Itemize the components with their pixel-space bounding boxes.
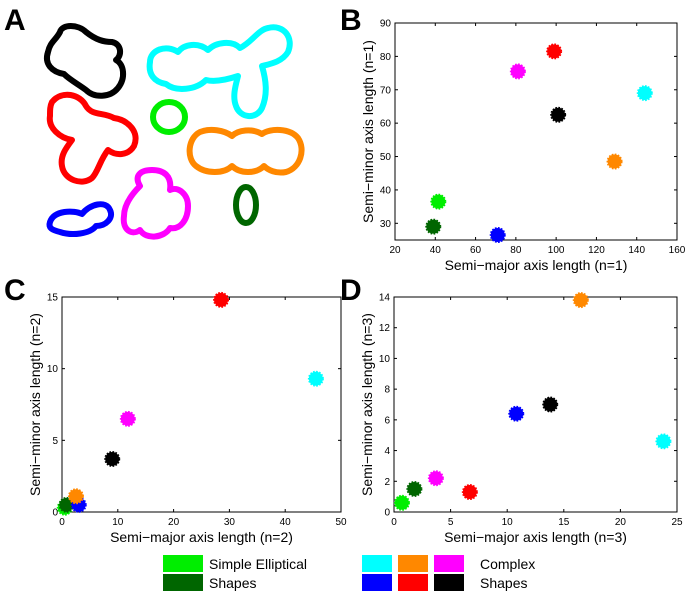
data-point-black	[542, 396, 559, 413]
x-tick-label: 140	[628, 245, 645, 256]
plot-frame	[393, 296, 678, 513]
scatter-panel-b: 20 40 60 80 100 120 140 160 30 40 50 60 70 80 90 Semi−m…	[360, 19, 685, 274]
data-point-dark-green	[406, 480, 423, 497]
y-tick-label: 14	[379, 293, 391, 304]
x-axis-label: Semi−major axis length (n=2)	[110, 529, 293, 545]
plot-frame	[61, 296, 342, 513]
x-tick-label: 10	[112, 517, 124, 528]
x-tick-label: 80	[510, 245, 522, 256]
legend-swatch-light-green	[163, 555, 203, 572]
data-point-magenta	[119, 410, 136, 427]
y-tick-label: 6	[384, 415, 390, 426]
legend-swatch-black	[434, 574, 464, 591]
x-tick-label: 20	[168, 517, 180, 528]
y-tick-label: 12	[379, 323, 391, 334]
x-tick-label: 20	[389, 245, 401, 256]
outline-cyan-shape	[146, 24, 293, 119]
data-point-blue	[508, 405, 525, 422]
panel-label-c: C	[4, 274, 26, 307]
legend-swatch-cyan	[362, 555, 392, 572]
data-point-red	[213, 291, 230, 308]
y-tick-label: 80	[380, 52, 392, 63]
x-tick-label: 0	[391, 517, 397, 528]
data-point-orange	[572, 292, 589, 309]
data-point-orange	[606, 153, 623, 170]
data-point-cyan	[636, 85, 653, 102]
x-axis-label: Semi−major axis length (n=1)	[445, 257, 628, 273]
x-tick-label: 15	[558, 517, 570, 528]
data-point-black	[104, 450, 121, 467]
data-point-magenta	[509, 63, 526, 80]
outline-orange-shape	[186, 126, 305, 176]
legend: Simple Elliptical Shapes Complex Shapes	[163, 555, 535, 591]
y-axis-label: Semi−minor axis length (n=1)	[360, 40, 376, 223]
legend-swatch-blue	[362, 574, 392, 591]
x-tick-label: 10	[502, 517, 514, 528]
shape-outlines	[44, 23, 305, 240]
outline-dark-green-shape	[233, 184, 259, 226]
y-tick-label: 50	[380, 152, 392, 163]
outline-magenta-shape	[120, 167, 191, 240]
legend-swatch-red	[398, 574, 428, 591]
scatter-panel-d: 0 5 10 15 20 25 0 2 4 6 8 10 12 14 Semi−major axis len…	[359, 292, 683, 545]
legend-swatch-orange	[398, 555, 428, 572]
y-tick-label: 10	[379, 354, 391, 365]
panel-label-d: D	[340, 274, 362, 307]
x-tick-label: 50	[335, 517, 347, 528]
data-point-red	[546, 43, 563, 60]
legend-simple-label-1: Simple Elliptical	[209, 556, 307, 572]
legend-complex-label-1: Complex	[480, 556, 535, 572]
y-tick-label: 70	[380, 85, 392, 96]
x-tick-label: 120	[588, 245, 605, 256]
y-tick-label: 90	[380, 19, 392, 30]
x-tick-label: 100	[548, 245, 565, 256]
y-tick-label: 40	[380, 185, 392, 196]
data-point-magenta	[427, 470, 444, 487]
x-tick-label: 20	[615, 517, 627, 528]
y-tick-label: 5	[52, 436, 58, 447]
y-axis-label: Semi−minor axis length (n=2)	[27, 313, 43, 496]
y-tick-label: 10	[47, 364, 59, 375]
x-tick-label: 160	[669, 245, 685, 256]
outline-light-green-shape	[150, 99, 188, 135]
data-point-red	[461, 484, 478, 501]
data-point-blue	[489, 226, 506, 243]
x-tick-label: 40	[430, 245, 442, 256]
outline-blue-shape	[46, 201, 114, 237]
x-axis-label: Semi−major axis length (n=3)	[444, 529, 627, 545]
outline-black-shape	[44, 23, 126, 99]
outline-red-shape	[46, 91, 139, 185]
plot-frame	[394, 22, 678, 241]
y-tick-label: 2	[384, 477, 390, 488]
x-tick-label: 5	[448, 517, 454, 528]
y-tick-label: 30	[380, 219, 392, 230]
y-tick-label: 8	[384, 385, 390, 396]
y-tick-label: 4	[384, 446, 390, 457]
y-tick-label: 60	[380, 119, 392, 130]
data-point-dark-green	[425, 218, 442, 235]
x-tick-label: 30	[224, 517, 236, 528]
y-tick-label: 0	[52, 508, 58, 519]
legend-swatch-magenta	[434, 555, 464, 572]
x-tick-label: 60	[470, 245, 482, 256]
data-point-cyan	[655, 433, 672, 450]
data-point-orange	[67, 488, 84, 505]
y-tick-label: 15	[47, 293, 59, 304]
x-tick-label: 25	[671, 517, 683, 528]
data-point-black	[550, 106, 567, 123]
x-tick-label: 40	[280, 517, 292, 528]
legend-swatch-dark-green	[163, 574, 203, 591]
scatter-panel-c: 0 10 20 30 40 50 0 5 10 15 Semi−major axis length …	[27, 291, 347, 545]
legend-complex-label-2: Shapes	[480, 575, 527, 591]
data-point-cyan	[307, 370, 324, 387]
panel-label-a: A	[4, 4, 26, 37]
x-tick-label: 0	[59, 517, 65, 528]
data-point-light-green	[393, 494, 410, 511]
y-axis-label: Semi−minor axis length (n=3)	[359, 313, 375, 496]
legend-simple-label-2: Shapes	[209, 575, 256, 591]
data-point-light-green	[430, 193, 447, 210]
y-tick-label: 0	[384, 508, 390, 519]
panel-label-b: B	[340, 4, 362, 37]
